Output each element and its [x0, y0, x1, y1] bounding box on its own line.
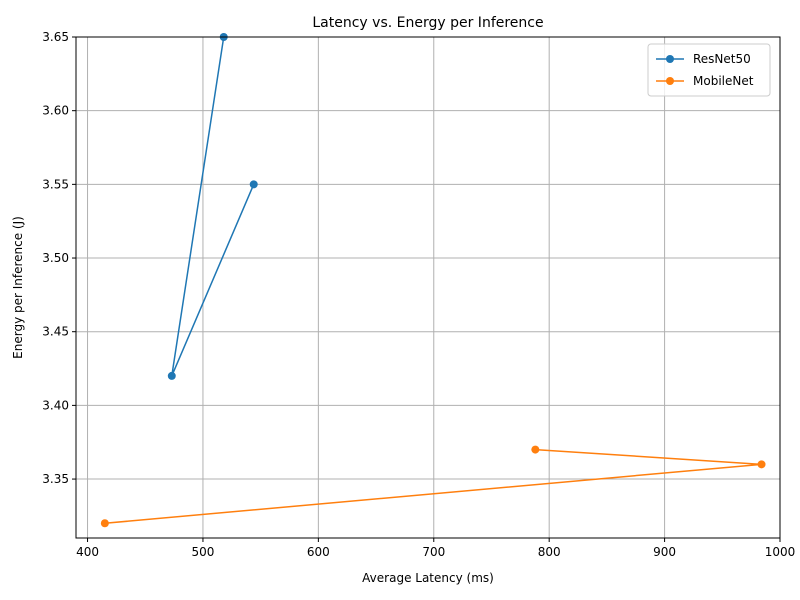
data-point — [100, 519, 109, 528]
legend-label: ResNet50 — [693, 52, 751, 66]
data-point — [757, 460, 766, 469]
chart-title: Latency vs. Energy per Inference — [312, 15, 543, 31]
plot-frame — [75, 36, 781, 539]
y-tick-label: 3.65 — [42, 30, 69, 44]
x-tick-label: 700 — [422, 545, 445, 559]
series-layer — [100, 33, 766, 528]
y-tick-label: 3.50 — [42, 251, 69, 265]
y-tick-label: 3.60 — [42, 104, 69, 118]
x-tick-label: 800 — [538, 545, 561, 559]
legend-entry: MobileNet — [656, 74, 754, 88]
legend-label: MobileNet — [693, 74, 754, 88]
x-tick-label: 500 — [191, 545, 214, 559]
x-tick-label: 900 — [653, 545, 676, 559]
x-tick-label: 600 — [307, 545, 330, 559]
y-tick-label: 3.35 — [42, 472, 69, 486]
x-axis: 400 500 600 700 800 900 1000 — [76, 538, 795, 559]
y-tick-label: 3.45 — [42, 325, 69, 339]
grid-lines — [76, 36, 781, 538]
x-tick-label: 1000 — [765, 545, 796, 559]
legend-entry: ResNet50 — [656, 52, 751, 66]
x-axis-title: Average Latency (ms) — [362, 571, 494, 585]
y-axis-title: Energy per Inference (J) — [11, 216, 25, 359]
x-tick-label: 400 — [76, 545, 99, 559]
data-point — [167, 371, 176, 380]
series-line — [171, 36, 255, 377]
y-tick-label: 3.40 — [42, 398, 69, 412]
legend-marker — [666, 55, 674, 63]
legend: ResNet50 MobileNet — [647, 43, 771, 97]
series-mobilenet — [100, 445, 766, 528]
data-point — [531, 445, 540, 454]
legend-marker — [666, 77, 674, 85]
y-tick-label: 3.55 — [42, 177, 69, 191]
data-point — [249, 180, 258, 189]
legend-box — [647, 43, 771, 97]
series-resnet50 — [167, 33, 258, 380]
y-axis: 3.35 3.40 3.45 3.50 3.55 3.60 3.65 — [42, 30, 76, 486]
